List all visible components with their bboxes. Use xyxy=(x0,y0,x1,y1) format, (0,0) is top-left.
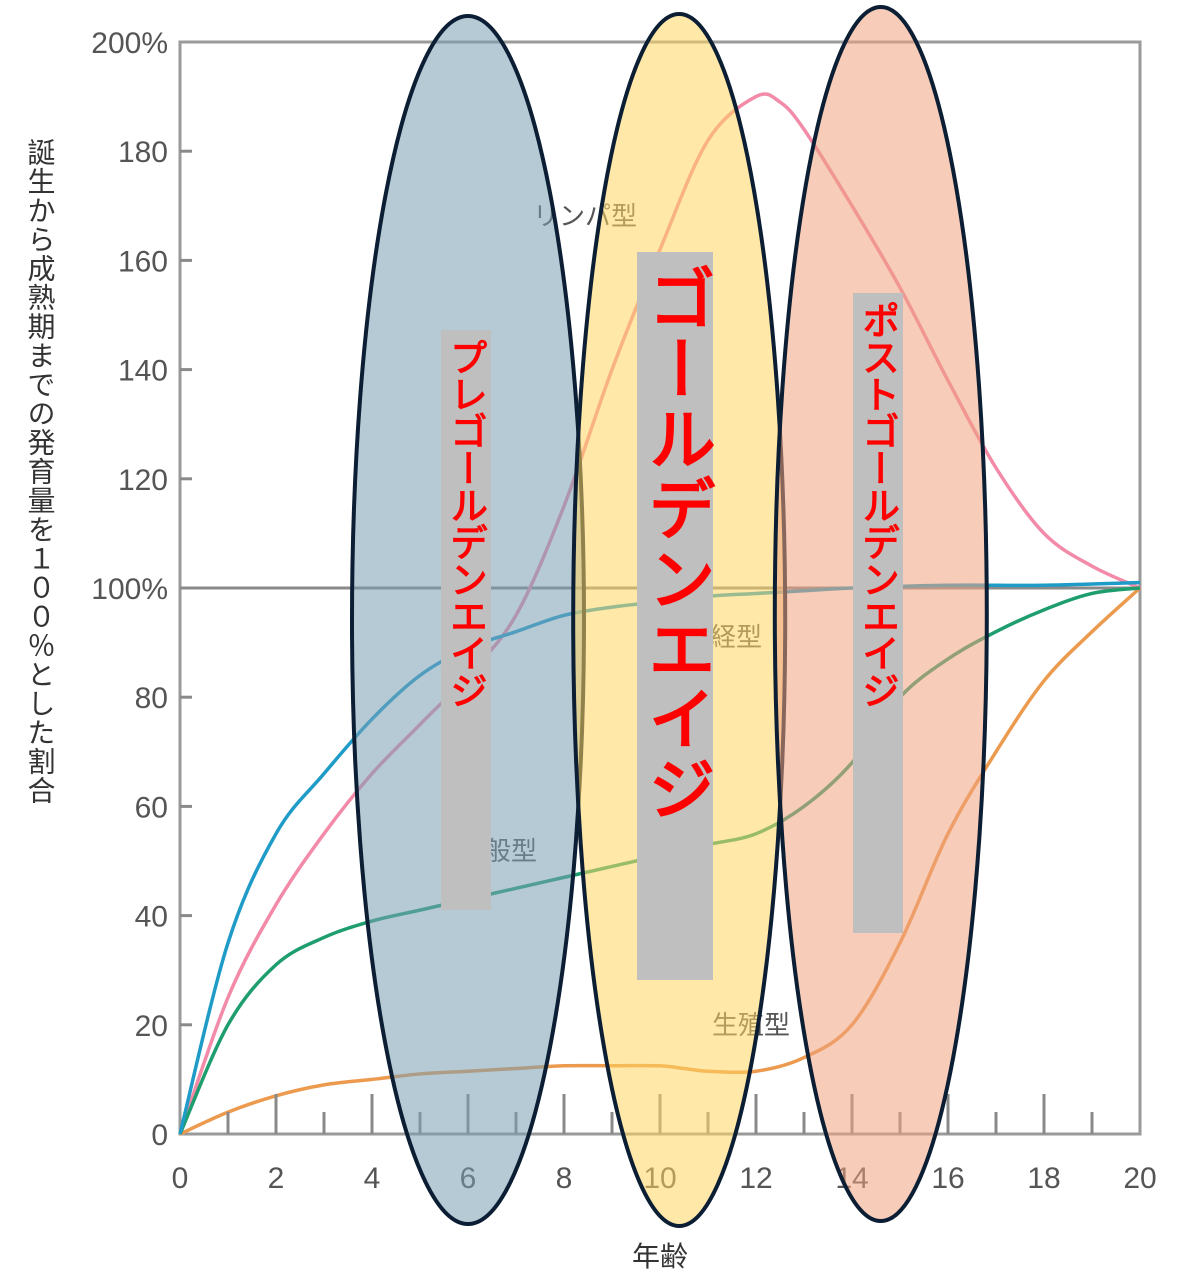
y-tick-label: 200% xyxy=(91,27,168,60)
x-axis-title: 年齢 xyxy=(632,1240,688,1273)
x-tick-label: 0 xyxy=(172,1162,189,1195)
x-tick-label: 16 xyxy=(931,1162,964,1195)
y-tick-label: 80 xyxy=(135,682,168,715)
x-tick-label: 20 xyxy=(1123,1162,1156,1195)
x-tick-label: 8 xyxy=(556,1162,573,1195)
y-tick-label: 160 xyxy=(118,245,168,278)
y-tick-label: 100% xyxy=(91,573,168,606)
y-axis-title: 誕生から成熟期までの発育量を１００％とした割合 xyxy=(24,138,57,805)
y-tick-label: 20 xyxy=(135,1010,168,1043)
stage-label-post-golden-age: ポストゴールデンエイジ xyxy=(853,293,903,933)
y-tick-label: 180 xyxy=(118,136,168,169)
y-tick-label: 60 xyxy=(135,791,168,824)
y-tick-label: 140 xyxy=(118,355,168,388)
x-tick-label: 12 xyxy=(739,1162,772,1195)
x-tick-label: 4 xyxy=(364,1162,381,1195)
x-tick-label: 2 xyxy=(268,1162,285,1195)
x-tick-label: 18 xyxy=(1027,1162,1060,1195)
y-tick-label: 40 xyxy=(135,901,168,934)
y-tick-label: 0 xyxy=(151,1119,168,1152)
stage-label-pre-golden-age: プレゴールデンエイジ xyxy=(441,330,491,910)
stage-label-golden-age: ゴールデンエイジ xyxy=(636,252,715,980)
y-tick-label: 120 xyxy=(118,464,168,497)
